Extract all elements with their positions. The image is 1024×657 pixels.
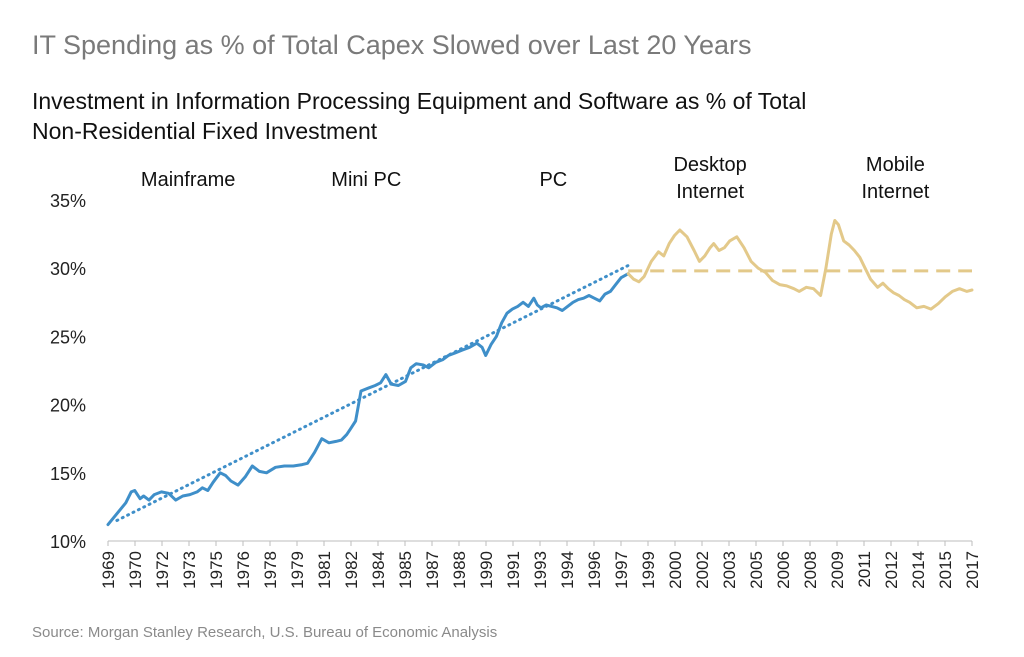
- x-tick-label: 1978: [261, 551, 280, 589]
- x-tick-label: 2009: [828, 551, 847, 589]
- x-tick-label: 1984: [369, 551, 388, 589]
- x-tick-label: 1999: [639, 551, 658, 589]
- x-tick-label: 1972: [153, 551, 172, 589]
- x-tick-label: 1970: [126, 551, 145, 589]
- x-tick-label: 1990: [477, 551, 496, 589]
- era-label: Internet: [861, 181, 929, 203]
- y-tick-label: 20%: [50, 396, 86, 416]
- x-tick-label: 1994: [558, 551, 577, 589]
- chart-title: IT Spending as % of Total Capex Slowed o…: [32, 30, 752, 60]
- x-tick-label: 2012: [882, 551, 901, 589]
- x-tick-label: 2006: [774, 551, 793, 589]
- x-tick-label: 1988: [450, 551, 469, 589]
- era-label: Desktop: [673, 154, 746, 176]
- x-tick-label: 2003: [720, 551, 739, 589]
- x-tick-label: 2011: [855, 551, 874, 588]
- x-tick-label: 1997: [612, 551, 631, 589]
- x-tick-label: 1969: [99, 551, 118, 589]
- x-tick-label: 1979: [288, 551, 307, 589]
- x-tick-label: 2005: [747, 551, 766, 589]
- x-tick-label: 2015: [936, 551, 955, 589]
- era-label: Mainframe: [141, 169, 235, 191]
- chart-subtitle: Investment in Information Processing Equ…: [32, 88, 807, 144]
- y-tick-label: 25%: [50, 327, 86, 347]
- era-label: Mini PC: [331, 169, 401, 191]
- y-tick-label: 35%: [50, 191, 86, 211]
- x-tick-label: 2014: [909, 551, 928, 589]
- era-label: Internet: [676, 181, 744, 203]
- era-label: PC: [539, 169, 567, 191]
- series-line-blue: [106, 272, 630, 527]
- trend-line-dotted: [115, 264, 630, 522]
- x-tick-label: 2008: [801, 551, 820, 589]
- x-tick-label: 1996: [585, 551, 604, 589]
- y-tick-label: 30%: [50, 259, 86, 279]
- x-tick-label: 1982: [342, 551, 361, 589]
- x-tick-label: 1976: [234, 551, 253, 589]
- x-tick-label: 1985: [396, 551, 415, 589]
- era-label: Mobile: [866, 154, 925, 176]
- x-tick-label: 1973: [180, 551, 199, 589]
- x-tick-label: 2000: [666, 551, 685, 589]
- x-tick-label: 1981: [315, 551, 334, 589]
- y-tick-label: 15%: [50, 464, 86, 484]
- series-line-gold: [626, 219, 974, 311]
- x-tick-label: 2017: [963, 551, 982, 589]
- x-tick-label: 1991: [504, 551, 523, 589]
- source-note: Source: Morgan Stanley Research, U.S. Bu…: [32, 624, 498, 641]
- x-tick-label: 2002: [693, 551, 712, 589]
- y-tick-label: 10%: [50, 532, 86, 552]
- x-tick-label: 1975: [207, 551, 226, 589]
- x-tick-label: 1993: [531, 551, 550, 589]
- x-tick-label: 1987: [423, 551, 442, 589]
